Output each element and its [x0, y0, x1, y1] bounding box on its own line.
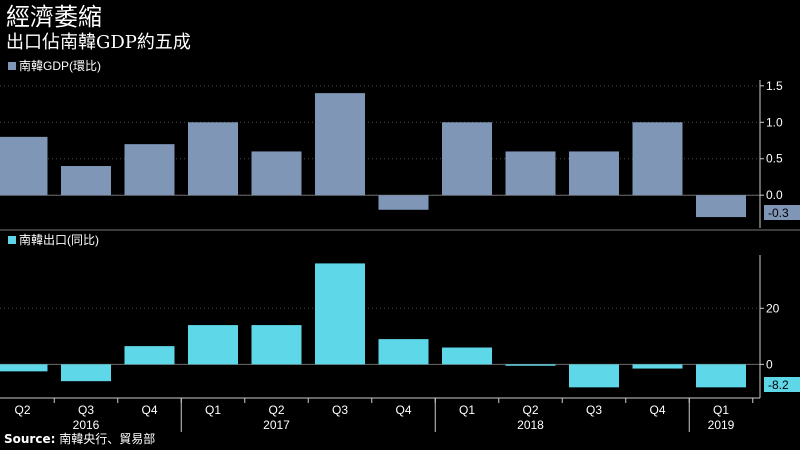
- export-bar: [61, 364, 111, 382]
- export-bar: [632, 364, 683, 369]
- export-bar: [378, 339, 429, 365]
- x-quarter-label: Q4: [649, 403, 665, 417]
- export-bar: [442, 347, 492, 365]
- chart-subtitle: 出口佔南韓GDP約五成: [6, 32, 191, 53]
- x-quarter-label: Q3: [332, 403, 348, 417]
- export-bar: [0, 364, 48, 372]
- export-y-tick-label: 0: [766, 357, 773, 371]
- export-legend-label: 南韓出口(同比): [19, 232, 99, 247]
- gdp-bar: [188, 122, 238, 196]
- x-year-label: 2016: [73, 418, 100, 432]
- source-note: Source: 南韓央行、貿易部: [4, 431, 155, 447]
- x-quarter-label: Q1: [205, 403, 221, 417]
- source-text: 南韓央行、貿易部: [59, 432, 156, 446]
- x-quarter-label: Q4: [141, 403, 157, 417]
- export-bar: [188, 325, 238, 365]
- x-quarter-label: Q2: [14, 403, 30, 417]
- export-last-value: -8.2: [768, 378, 789, 392]
- gdp-legend-label: 南韓GDP(環比): [19, 58, 101, 73]
- x-quarter-label: Q1: [459, 403, 475, 417]
- export-bar: [315, 263, 365, 365]
- gdp-legend-swatch: [8, 62, 16, 70]
- gdp-y-tick-label: 0.5: [766, 152, 783, 166]
- gdp-bar: [124, 144, 175, 196]
- gdp-panel: 0.0 0.5 1.0 1.5 南韓GDP(環比) -0.3: [0, 58, 800, 228]
- x-quarter-label: Q2: [522, 403, 538, 417]
- x-quarter-label: Q2: [268, 403, 284, 417]
- gdp-bar: [315, 93, 365, 196]
- gdp-y-tick-label: 0.0: [766, 188, 783, 202]
- export-bar: [696, 364, 746, 388]
- gdp-bar: [632, 122, 683, 196]
- gdp-bar: [61, 166, 111, 196]
- x-year-label: 2017: [263, 418, 290, 432]
- x-quarter-label: Q1: [713, 403, 729, 417]
- x-quarter-label: Q4: [395, 403, 411, 417]
- gdp-bar: [696, 195, 746, 218]
- gdp-bar: [442, 122, 492, 196]
- export-bar: [251, 325, 302, 365]
- export-panel: 0 20 南韓出口(同比) -8.2: [0, 232, 800, 398]
- x-quarter-label: Q3: [586, 403, 602, 417]
- gdp-last-value: -0.3: [768, 206, 789, 220]
- x-year-label: 2018: [517, 418, 544, 432]
- gdp-bar: [0, 136, 48, 196]
- x-year-label: 2019: [708, 418, 735, 432]
- export-bar: [505, 364, 556, 366]
- x-axis-labels: Q2 Q3 Q4 Q1 Q2 Q3 Q4 Q1 Q2 Q3 Q4 Q1 2016 2017 2018 2019: [14, 398, 754, 432]
- gdp-bar: [505, 151, 556, 196]
- export-bar: [569, 364, 619, 388]
- chart-title: 經濟萎縮: [6, 3, 102, 31]
- gdp-y-tick-label: 1.5: [766, 79, 783, 93]
- gdp-bar: [569, 151, 619, 196]
- x-quarter-label: Q3: [78, 403, 94, 417]
- gdp-bar: [251, 151, 302, 196]
- gdp-last-value-badge: -0.3: [764, 205, 800, 220]
- gdp-y-tick-label: 1.0: [766, 115, 783, 129]
- export-y-tick-label: 20: [766, 301, 780, 315]
- export-last-value-badge: -8.2: [764, 377, 800, 392]
- export-bar: [124, 346, 175, 365]
- gdp-bar: [378, 195, 429, 210]
- source-label: Source:: [4, 432, 56, 446]
- export-legend-swatch: [8, 236, 16, 244]
